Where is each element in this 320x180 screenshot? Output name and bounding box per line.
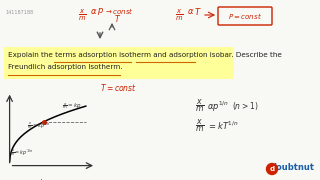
Text: $\frac{x}{m}$: $\frac{x}{m}$ <box>195 118 204 136</box>
Text: $\frac{x}{m}$: $\frac{x}{m}$ <box>195 98 204 116</box>
Text: $\frac{x}{m}$: $\frac{x}{m}$ <box>78 8 87 23</box>
Text: $\alpha p^{1/n}$: $\alpha p^{1/n}$ <box>207 100 229 114</box>
Text: $T$: $T$ <box>114 13 121 24</box>
Circle shape <box>267 163 277 174</box>
Text: $\frac{x}{m}$: $\frac{x}{m}$ <box>175 8 184 23</box>
Text: $\alpha$: $\alpha$ <box>90 7 97 16</box>
Text: $\frac{x}{m}=kp^{1/n}$: $\frac{x}{m}=kp^{1/n}$ <box>10 148 34 158</box>
Text: $= kT^{1/n}$: $= kT^{1/n}$ <box>207 120 239 132</box>
FancyBboxPatch shape <box>4 47 234 79</box>
Text: doubtnut: doubtnut <box>271 163 315 172</box>
Text: Freundlich adsorption Isotherm.: Freundlich adsorption Isotherm. <box>8 64 123 70</box>
Text: $\frac{x}{m}=kp^{1/n}$: $\frac{x}{m}=kp^{1/n}$ <box>27 121 51 131</box>
Text: $P=const$: $P=const$ <box>228 11 262 21</box>
Text: $\alpha$: $\alpha$ <box>187 7 195 16</box>
Text: $(n>1)$: $(n>1)$ <box>232 100 258 112</box>
Text: $\rightarrow const$: $\rightarrow const$ <box>104 6 134 16</box>
Text: $T=const$: $T=const$ <box>100 82 136 93</box>
Text: d: d <box>269 166 275 172</box>
Text: Expolain the terms adsorption isotherm and adsorption isobar. Describe the: Expolain the terms adsorption isotherm a… <box>8 52 282 58</box>
Text: 141187188: 141187188 <box>5 10 33 15</box>
Text: $l \longrightarrow$: $l \longrightarrow$ <box>39 177 52 180</box>
Text: $\frac{x}{m}=kp$: $\frac{x}{m}=kp$ <box>62 101 81 111</box>
Text: $p$: $p$ <box>97 6 104 17</box>
Text: $T$: $T$ <box>194 6 202 17</box>
